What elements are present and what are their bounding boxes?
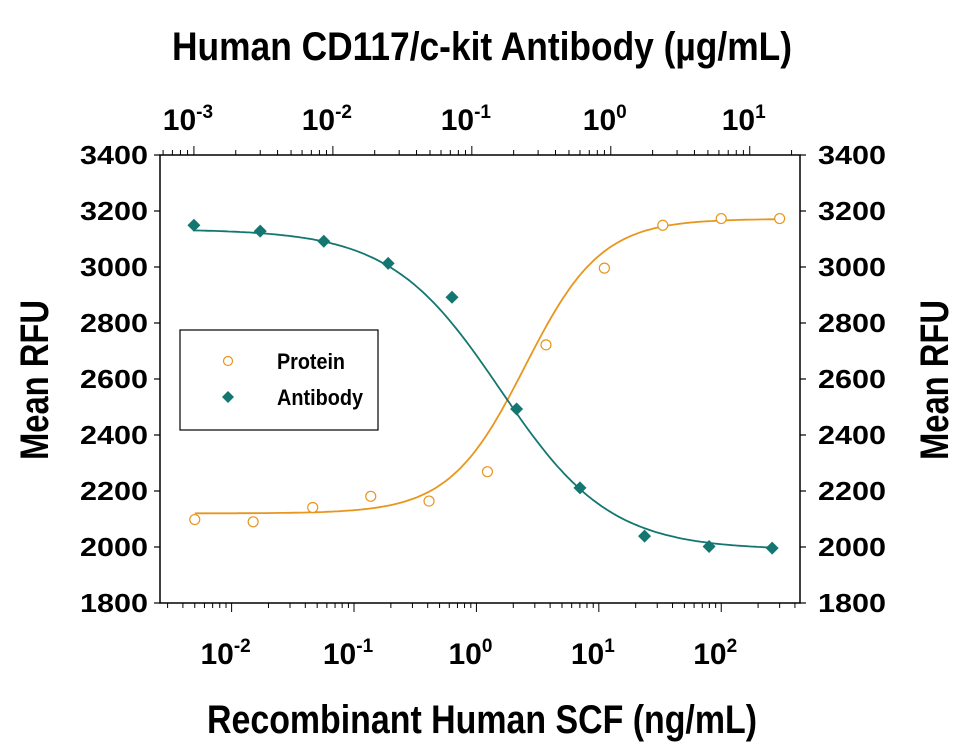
data-point-antibody [638, 529, 652, 543]
data-point-antibody [253, 224, 267, 238]
data-point-antibody [317, 234, 331, 248]
legend: Protein Antibody [179, 329, 379, 431]
y-tick-label-right: 3200 [818, 196, 886, 226]
y-tick-label-right: 2600 [818, 364, 886, 394]
data-point-antibody [187, 218, 201, 232]
data-point-protein [247, 516, 259, 528]
x-top-tick-label: 101 [722, 102, 766, 137]
y-tick-label-right: 2200 [818, 476, 886, 506]
legend-marker-protein [222, 355, 234, 367]
data-point-antibody [573, 481, 587, 495]
y-tick-label-left: 2400 [80, 420, 148, 450]
y-tick-label-left: 2600 [80, 364, 148, 394]
data-point-antibody [445, 290, 459, 304]
x-bottom-tick-label: 100 [448, 636, 492, 671]
data-point-protein [423, 495, 435, 507]
data-point-antibody [702, 539, 716, 553]
legend-box [179, 329, 379, 431]
legend-marker-antibody [222, 391, 234, 403]
y-tick-label-left: 2200 [80, 476, 148, 506]
y-tick-label-left: 3000 [80, 252, 148, 282]
y-tick-label-right: 2000 [818, 532, 886, 562]
y-tick-label-right: 3400 [818, 140, 886, 170]
data-point-protein [657, 219, 669, 231]
data-point-protein [189, 513, 201, 526]
data-point-protein [598, 262, 610, 274]
x-top-tick-label: 10-2 [302, 102, 352, 137]
x-bottom-tick-label: 101 [571, 636, 615, 671]
data-point-protein [774, 212, 786, 225]
data-point-protein [540, 339, 552, 351]
data-point-protein [307, 501, 319, 514]
chart-title: Human CD117/c-kit Antibody (µg/mL) [172, 25, 792, 69]
y-axis-label-left: Mean RFU [13, 300, 57, 460]
y-tick-label-right: 2400 [818, 420, 886, 450]
y-tick-label-left: 3400 [80, 140, 148, 170]
y-tick-label-left: 2800 [80, 308, 148, 338]
data-point-antibody [765, 541, 779, 555]
data-point-antibody [510, 402, 524, 416]
x-bottom-tick-label: 10-1 [323, 636, 374, 671]
fit-curve-protein [194, 218, 780, 515]
y-tick-label-right: 1800 [818, 588, 886, 618]
y-tick-label-right: 3000 [818, 252, 886, 282]
y-tick-label-right: 2800 [818, 308, 886, 338]
x-top-tick-label: 10-3 [163, 102, 213, 137]
y-tick-label-left: 2000 [80, 532, 148, 562]
y-tick-label-left: 1800 [80, 588, 148, 618]
y-axis-label-right: Mean RFU [913, 300, 957, 460]
legend-label-antibody: Antibody [277, 385, 364, 410]
data-point-protein [715, 212, 727, 225]
legend-label-protein: Protein [277, 349, 345, 374]
x-top-tick-label: 10-1 [441, 102, 492, 137]
x-bottom-tick-label: 10-2 [200, 636, 250, 671]
data-point-antibody [381, 256, 395, 270]
x-axis-label: Recombinant Human SCF (ng/mL) [207, 698, 757, 742]
y-tick-label-left: 3200 [80, 196, 148, 226]
data-point-protein [481, 466, 494, 478]
fit-curve-antibody [193, 229, 773, 549]
x-bottom-tick-label: 102 [693, 636, 737, 671]
data-point-protein [365, 490, 377, 502]
x-top-tick-label: 100 [583, 102, 627, 137]
